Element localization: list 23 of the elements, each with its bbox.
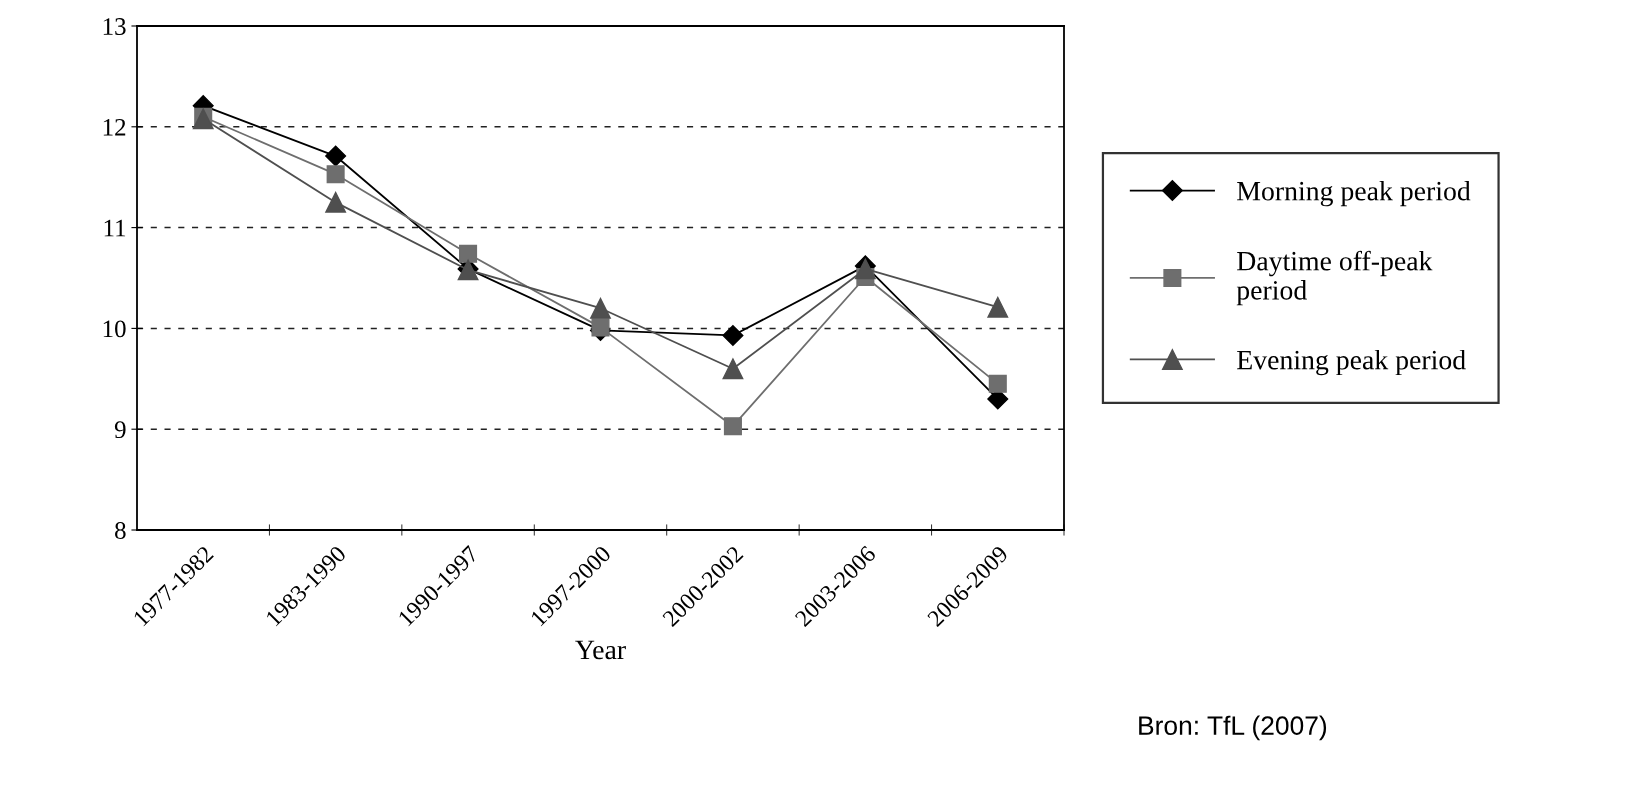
x-axis-title: Year bbox=[575, 640, 626, 660]
y-tick-label: 11 bbox=[104, 219, 126, 237]
y-tick-label: 13 bbox=[103, 18, 126, 35]
y-tick-label: 9 bbox=[114, 421, 126, 439]
point bbox=[988, 374, 1007, 393]
point bbox=[723, 417, 742, 436]
legend-label: Morning peak period bbox=[1237, 180, 1471, 207]
y-tick-label: 10 bbox=[103, 320, 126, 338]
point bbox=[722, 324, 744, 346]
text: Bron: TfL (2007) bbox=[1139, 715, 1327, 741]
point bbox=[325, 145, 347, 167]
point bbox=[459, 244, 478, 263]
y-tick-label: 12 bbox=[103, 118, 126, 136]
point bbox=[590, 297, 611, 319]
legend-label: Evening peak period bbox=[1237, 349, 1466, 376]
legend-label: Daytime off-peak period bbox=[1236, 250, 1433, 306]
point bbox=[326, 165, 345, 184]
point bbox=[192, 108, 214, 130]
y-tick-label: 8 bbox=[115, 522, 126, 539]
point bbox=[325, 191, 347, 213]
point bbox=[591, 318, 610, 337]
point bbox=[722, 358, 744, 380]
point bbox=[987, 296, 1009, 318]
